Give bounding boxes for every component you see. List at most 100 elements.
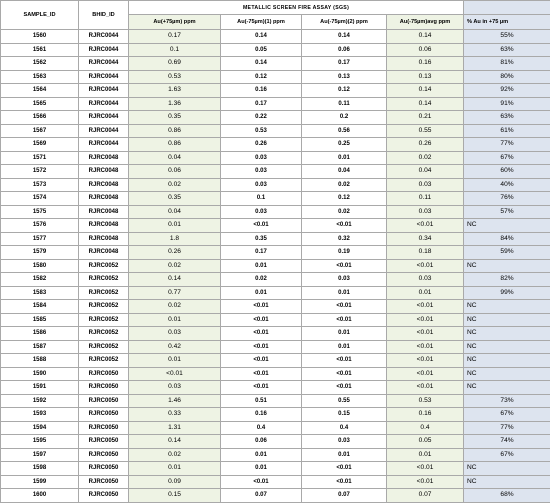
au-minus75-1-cell: 0.4 [221,421,302,435]
au-minus75-avg-cell: <0.01 [387,219,464,233]
pct-au-cell: 76% [464,192,550,206]
header-pct-au: % Au in +75 µm [464,15,550,30]
pct-au-cell: 63% [464,111,550,125]
au-plus75-cell: 0.17 [129,30,221,44]
au-minus75-avg-cell: <0.01 [387,313,464,327]
sample-id-cell: 1595 [1,435,79,449]
au-minus75-1-cell: <0.01 [221,313,302,327]
sample-id-cell: 1584 [1,300,79,314]
header-bhid: BHID_ID [79,1,129,30]
bhid-cell: RJRC0050 [79,381,129,395]
au-minus75-avg-cell: <0.01 [387,462,464,476]
sample-id-cell: 1575 [1,205,79,219]
sample-id-cell: 1583 [1,286,79,300]
bhid-cell: RJRC0050 [79,475,129,489]
header-au-minus75-1: Au(-75µm)(1) ppm [221,15,302,30]
au-plus75-cell: 0.14 [129,435,221,449]
au-plus75-cell: 0.26 [129,246,221,260]
au-minus75-avg-cell: <0.01 [387,300,464,314]
au-minus75-avg-cell: 0.21 [387,111,464,125]
au-minus75-2-cell: 0.02 [302,205,387,219]
au-minus75-1-cell: 0.14 [221,30,302,44]
au-plus75-cell: 0.77 [129,286,221,300]
au-minus75-1-cell: <0.01 [221,300,302,314]
pct-au-cell: NC [464,340,550,354]
au-minus75-avg-cell: <0.01 [387,381,464,395]
pct-au-cell: NC [464,300,550,314]
pct-au-cell: 80% [464,70,550,84]
au-minus75-2-cell: <0.01 [302,219,387,233]
bhid-cell: RJRC0052 [79,300,129,314]
bhid-cell: RJRC0052 [79,273,129,287]
au-plus75-cell: 0.01 [129,462,221,476]
au-minus75-2-cell: 0.13 [302,70,387,84]
sample-id-cell: 1594 [1,421,79,435]
pct-au-cell: NC [464,475,550,489]
bhid-cell: RJRC0052 [79,286,129,300]
header-pct-blank [464,1,550,15]
au-plus75-cell: 0.09 [129,475,221,489]
sample-id-cell: 1593 [1,408,79,422]
au-minus75-2-cell: 0.19 [302,246,387,260]
bhid-cell: RJRC0048 [79,246,129,260]
au-minus75-1-cell: 0.02 [221,273,302,287]
au-minus75-1-cell: <0.01 [221,219,302,233]
pct-au-cell: 67% [464,448,550,462]
au-minus75-1-cell: 0.01 [221,462,302,476]
au-minus75-2-cell: 0.17 [302,57,387,71]
pct-au-cell: NC [464,313,550,327]
au-minus75-2-cell: <0.01 [302,462,387,476]
pct-au-cell: 61% [464,124,550,138]
sample-id-cell: 1591 [1,381,79,395]
sample-id-cell: 1572 [1,165,79,179]
header-au-minus75-2: Au(-75µm)(2) ppm [302,15,387,30]
header-metallic-screen-fire-assay: METALLIC SCREEN FIRE ASSAY (SGS) [129,1,464,15]
header-au-plus75: Au(+75µm) ppm [129,15,221,30]
au-minus75-avg-cell: 0.03 [387,273,464,287]
bhid-cell: RJRC0048 [79,219,129,233]
bhid-cell: RJRC0048 [79,165,129,179]
au-minus75-2-cell: 0.14 [302,30,387,44]
au-minus75-2-cell: 0.25 [302,138,387,152]
bhid-cell: RJRC0052 [79,259,129,273]
pct-au-cell: 92% [464,84,550,98]
au-minus75-1-cell: 0.17 [221,97,302,111]
au-minus75-1-cell: 0.16 [221,84,302,98]
bhid-cell: RJRC0044 [79,57,129,71]
au-minus75-2-cell: 0.4 [302,421,387,435]
au-plus75-cell: 0.1 [129,43,221,57]
pct-au-cell: NC [464,462,550,476]
au-minus75-1-cell: <0.01 [221,340,302,354]
pct-au-cell: 40% [464,178,550,192]
au-minus75-2-cell: 0.32 [302,232,387,246]
bhid-cell: RJRC0052 [79,327,129,341]
sample-id-cell: 1565 [1,97,79,111]
sample-id-cell: 1580 [1,259,79,273]
au-minus75-2-cell: 0.03 [302,273,387,287]
pct-au-cell: 77% [464,421,550,435]
au-minus75-1-cell: 0.07 [221,489,302,503]
au-minus75-2-cell: 0.03 [302,435,387,449]
pct-au-cell: 91% [464,97,550,111]
au-minus75-1-cell: 0.12 [221,70,302,84]
au-minus75-2-cell: 0.55 [302,394,387,408]
au-minus75-1-cell: <0.01 [221,475,302,489]
au-minus75-avg-cell: 0.11 [387,192,464,206]
au-minus75-avg-cell: <0.01 [387,340,464,354]
au-minus75-1-cell: 0.01 [221,448,302,462]
au-minus75-avg-cell: 0.18 [387,246,464,260]
